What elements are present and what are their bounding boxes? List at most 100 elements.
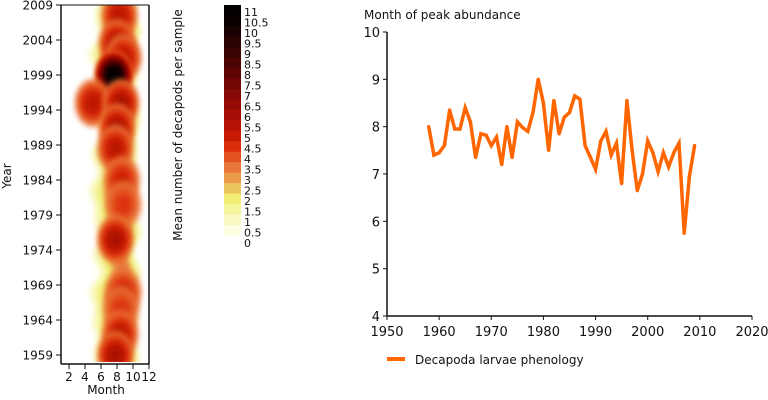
colorbar-swatch bbox=[224, 99, 241, 110]
line-chart-title: Month of peak abundance bbox=[364, 8, 521, 22]
heatmap-hotspot bbox=[112, 7, 127, 24]
data-point bbox=[463, 106, 467, 110]
heatmap-hotspot bbox=[86, 95, 100, 111]
series-line-decapoda bbox=[426, 78, 697, 234]
heatmap-axes: 2009 2004 1999 1994 1989 1984 1979 1974 1969 1964… bbox=[22, 0, 156, 384]
colorbar-swatch bbox=[224, 182, 241, 194]
legend-label-decapoda: Decapoda larvae phenology bbox=[415, 353, 584, 367]
heatmap-y-tick-label: 1979 bbox=[22, 209, 53, 223]
colorbar-tick-label: 11 bbox=[244, 6, 258, 19]
data-point bbox=[687, 174, 692, 179]
data-point bbox=[635, 188, 639, 193]
data-point bbox=[557, 132, 561, 136]
heatmap-y-tick-label: 1999 bbox=[22, 69, 53, 83]
data-point bbox=[614, 141, 619, 145]
heatmap-x-tick-label: 6 bbox=[97, 370, 105, 384]
line-chart-x-tick-label: 1990 bbox=[579, 325, 612, 340]
data-point bbox=[656, 169, 660, 174]
colorbar-tick-label: 4 bbox=[244, 153, 251, 166]
line-chart-x-tick-label: 1960 bbox=[423, 325, 456, 340]
line-chart-x-tick-label: 2000 bbox=[631, 325, 664, 340]
colorbar-tick-label: 4.5 bbox=[244, 143, 262, 156]
colorbar-tick-label: 2 bbox=[244, 195, 251, 208]
data-point bbox=[500, 162, 504, 167]
data-point bbox=[625, 98, 629, 103]
data-point bbox=[510, 155, 514, 160]
colorbar-tick-label: 7.5 bbox=[244, 80, 262, 93]
colorbar-tick-label: 0.5 bbox=[244, 227, 262, 240]
data-point bbox=[453, 127, 457, 131]
data-point bbox=[520, 125, 525, 130]
colorbar-swatch bbox=[224, 130, 241, 142]
colorbar-tick-label: 0 bbox=[244, 237, 251, 250]
data-point bbox=[677, 141, 681, 145]
heatmap-y-axis-label: Year bbox=[0, 163, 14, 189]
data-point bbox=[599, 139, 603, 143]
data-point bbox=[536, 77, 540, 82]
colorbar-swatch bbox=[224, 36, 241, 48]
data-point bbox=[479, 132, 483, 136]
colorbar-swatch bbox=[224, 88, 241, 100]
data-point bbox=[682, 231, 686, 235]
colorbar-swatch bbox=[224, 172, 241, 184]
data-point bbox=[588, 155, 593, 160]
colorbar-swatch bbox=[224, 214, 241, 225]
data-point bbox=[583, 143, 587, 148]
colorbar-swatch bbox=[224, 224, 241, 236]
colorbar-swatch bbox=[224, 57, 241, 69]
data-point bbox=[494, 135, 499, 139]
data-point bbox=[515, 120, 520, 124]
colorbar-swatch bbox=[224, 78, 241, 90]
data-point bbox=[593, 167, 598, 171]
colorbar-tick-label: 7 bbox=[244, 90, 251, 103]
colorbar-tick-label: 5 bbox=[244, 132, 251, 145]
data-point bbox=[473, 155, 478, 160]
colorbar: 1110.5109.598.587.576.565.554.543.532.52… bbox=[171, 5, 269, 250]
colorbar-swatch bbox=[224, 140, 241, 152]
heatmap-x-tick-label: 12 bbox=[141, 370, 156, 384]
colorbar-swatch bbox=[224, 151, 241, 163]
colorbar-tick-label: 5.5 bbox=[244, 122, 262, 135]
heatmap-x-axis-label: Month bbox=[87, 383, 125, 397]
colorbar-swatch bbox=[224, 109, 241, 121]
colorbar-label: Mean number of decapods per sample bbox=[171, 9, 185, 241]
data-point bbox=[427, 125, 431, 129]
colorbar-ticks: 1110.5109.598.587.576.565.554.543.532.52… bbox=[244, 6, 269, 250]
line-chart-y-tick-label: 4 bbox=[372, 310, 380, 325]
colorbar-tick-label: 10.5 bbox=[244, 17, 269, 30]
line-chart-x-tick-label: 1980 bbox=[527, 325, 560, 340]
colorbar-tick-label: 3.5 bbox=[244, 164, 262, 177]
line-chart-y-tick-label: 7 bbox=[372, 168, 380, 183]
line-chart-x-tick-label: 2020 bbox=[735, 325, 768, 340]
heatmap-y-tick-label: 1959 bbox=[22, 349, 53, 363]
line-chart-y-tick-label: 9 bbox=[372, 73, 380, 88]
colorbar-tick-label: 1.5 bbox=[244, 206, 262, 219]
colorbar-swatch bbox=[224, 46, 241, 58]
data-point bbox=[567, 110, 572, 115]
data-point bbox=[437, 151, 441, 155]
colorbar-tick-label: 8 bbox=[244, 69, 251, 82]
heatmap-chart: 2009 2004 1999 1994 1989 1984 1979 1974 1969 1964… bbox=[0, 0, 157, 397]
data-point bbox=[609, 153, 613, 157]
line-chart-x-tick-label: 2010 bbox=[683, 325, 716, 340]
data-point bbox=[468, 120, 473, 124]
heatmap-y-tick-label: 1974 bbox=[22, 244, 53, 258]
colorbar-swatch bbox=[224, 193, 241, 205]
heatmap-hotspot bbox=[109, 69, 119, 81]
data-point bbox=[531, 110, 535, 115]
line-chart-y-tick-label: 5 bbox=[372, 263, 380, 278]
line-chart-y-tick-label: 10 bbox=[363, 26, 380, 41]
data-point bbox=[640, 172, 645, 176]
line-chart-x-tick-label: 1970 bbox=[475, 325, 508, 340]
data-point bbox=[562, 115, 566, 119]
heatmap-x-tick-label: 4 bbox=[81, 370, 89, 384]
data-point bbox=[447, 108, 452, 112]
line-chart-y-tick-label: 6 bbox=[372, 215, 380, 230]
heatmap-hotspot bbox=[114, 193, 133, 216]
data-point bbox=[630, 148, 634, 152]
heatmap-y-tick-label: 1989 bbox=[22, 139, 53, 153]
colorbar-tick-label: 2.5 bbox=[244, 185, 262, 198]
